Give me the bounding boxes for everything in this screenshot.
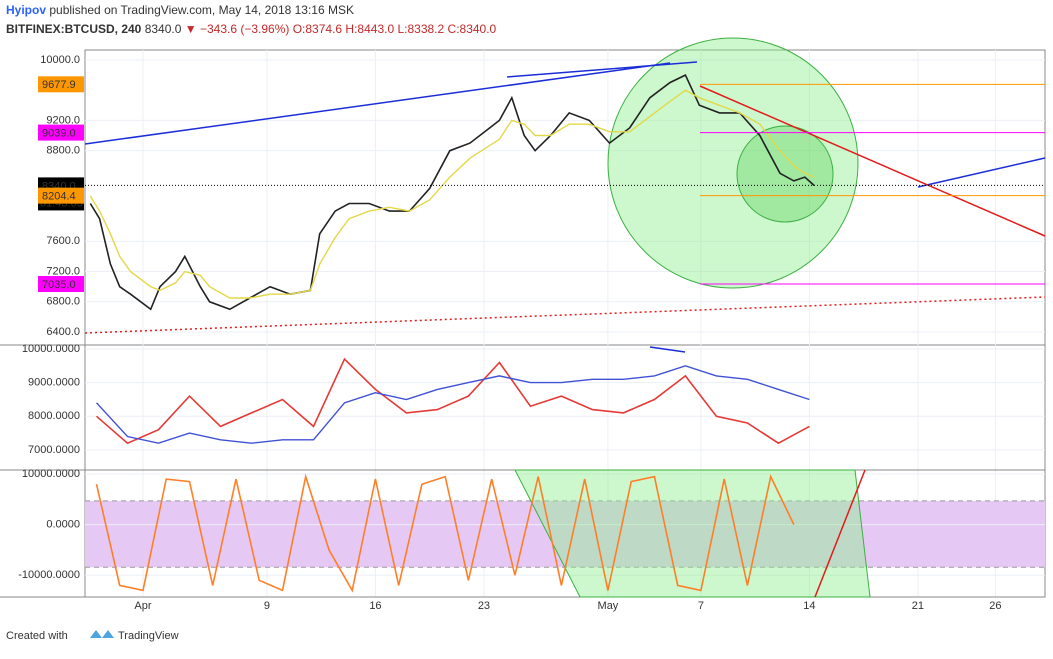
y-tick-label: 0.0000 bbox=[46, 519, 80, 531]
trend-line bbox=[84, 62, 671, 145]
y-tick-label: 10000.0000 bbox=[22, 468, 80, 480]
y-tick-label: 9200.0 bbox=[46, 114, 80, 126]
x-tick-label: 7 bbox=[698, 600, 704, 612]
footer-brand: TradingView bbox=[118, 630, 179, 642]
band bbox=[85, 500, 1045, 568]
y-tick-label: 7200.0 bbox=[46, 265, 80, 277]
header-line: Hyipov published on TradingView.com, May… bbox=[6, 3, 354, 17]
symbol-line: BITFINEX:BTCUSD, 240 8340.0 ▼ −343.6 (−3… bbox=[6, 22, 497, 36]
price-badge bbox=[38, 187, 84, 204]
change: ▼ −343.6 (−3.96%) bbox=[185, 22, 290, 36]
published: published on TradingView.com, May 14, 20… bbox=[49, 3, 354, 17]
triangle-drawing bbox=[514, 469, 871, 598]
y-tick-label: 10000.0000 bbox=[22, 343, 80, 355]
y-tick-label: 7600.0 bbox=[46, 235, 80, 247]
brand-icon bbox=[90, 630, 114, 638]
series-line bbox=[95, 357, 810, 445]
trend-line bbox=[84, 296, 1046, 334]
price-badge bbox=[38, 124, 84, 141]
author: Hyipov bbox=[6, 3, 46, 17]
price-badge bbox=[38, 276, 84, 293]
x-tick-label: 21 bbox=[912, 600, 924, 612]
trend-line bbox=[699, 85, 1046, 237]
x-tick-label: 16 bbox=[369, 600, 381, 612]
x-tick-label: Apr bbox=[134, 600, 151, 612]
close: C:8340.0 bbox=[448, 22, 497, 36]
series-line bbox=[95, 365, 810, 444]
price-badge-label: 9677.9 bbox=[42, 79, 76, 91]
price-badge-label: 7035.0 bbox=[42, 279, 76, 291]
trend-line bbox=[917, 157, 1046, 188]
x-tick-label: 26 bbox=[989, 600, 1001, 612]
trend-line bbox=[506, 61, 698, 78]
low: L:8338.2 bbox=[397, 22, 444, 36]
y-tick-label: 8800.0 bbox=[46, 145, 80, 157]
trend-line bbox=[814, 469, 866, 598]
circle-drawing bbox=[736, 125, 834, 223]
x-tick-label: 23 bbox=[478, 600, 490, 612]
y-tick-label: -10000.0000 bbox=[18, 569, 80, 581]
last: 8340.0 bbox=[145, 22, 182, 36]
series-line bbox=[89, 89, 815, 299]
footer-created: Created with bbox=[6, 630, 68, 642]
open: O:8374.6 bbox=[293, 22, 343, 36]
x-tick-label: May bbox=[598, 600, 619, 612]
y-tick-label: 9000.0000 bbox=[28, 377, 80, 389]
series-line bbox=[95, 473, 795, 593]
price-badge-label: 8204.4 bbox=[42, 191, 76, 203]
symbol: BITFINEX:BTCUSD, 240 bbox=[6, 22, 142, 36]
x-tick-label: 14 bbox=[803, 600, 815, 612]
price-badge-label: 9039.0 bbox=[42, 127, 76, 139]
y-tick-label: 6400.0 bbox=[46, 326, 80, 338]
price-badge bbox=[38, 76, 84, 93]
x-tick-label: 9 bbox=[264, 600, 270, 612]
y-tick-label: 7000.0000 bbox=[28, 444, 80, 456]
y-tick-label: 6800.0 bbox=[46, 296, 80, 308]
y-tick-label: 10000.0 bbox=[40, 54, 80, 66]
high: H:8443.0 bbox=[345, 22, 394, 36]
y-tick-label: 8000.0000 bbox=[28, 410, 80, 422]
trend-line bbox=[649, 346, 686, 353]
